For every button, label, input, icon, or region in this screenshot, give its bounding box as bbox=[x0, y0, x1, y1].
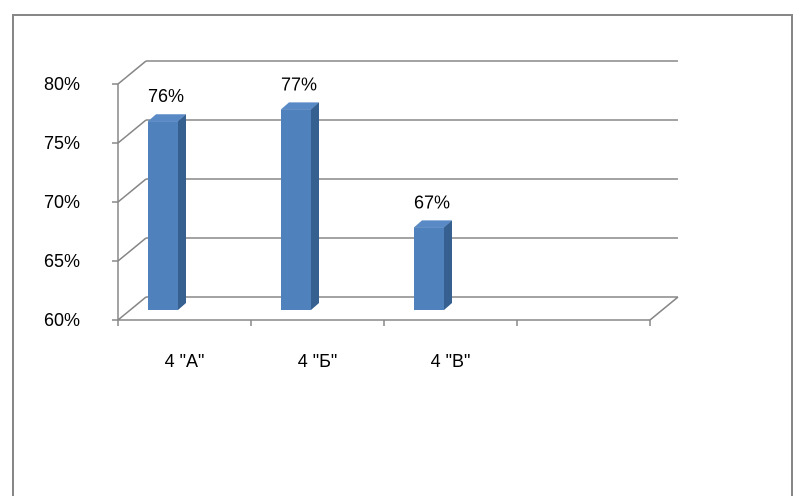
bar-top bbox=[414, 220, 452, 228]
chart-frame bbox=[12, 14, 793, 496]
bar-side bbox=[311, 102, 319, 311]
data-label: 67% bbox=[414, 192, 450, 212]
gridline-diagonal bbox=[117, 178, 147, 203]
y-tick-label: 70% bbox=[44, 192, 80, 212]
y-tick-label: 60% bbox=[44, 310, 80, 330]
y-tick-label: 65% bbox=[44, 251, 80, 271]
floor-edge bbox=[649, 296, 679, 321]
gridline-diagonal bbox=[117, 296, 147, 321]
category-label: 4 "В" bbox=[431, 351, 471, 371]
bar bbox=[414, 227, 444, 310]
data-label: 77% bbox=[281, 74, 317, 94]
bar-side bbox=[444, 220, 452, 310]
category-label: 4 "А" bbox=[165, 351, 205, 371]
gridline-diagonal bbox=[117, 237, 147, 262]
data-label: 76% bbox=[148, 86, 184, 106]
y-tick-label: 80% bbox=[44, 74, 80, 94]
bar bbox=[148, 121, 178, 310]
bar-side bbox=[178, 114, 186, 310]
bar-top bbox=[281, 102, 319, 110]
y-tick-label: 75% bbox=[44, 133, 80, 153]
category-label: 4 "Б" bbox=[298, 351, 338, 371]
bar bbox=[281, 109, 311, 311]
bar-top bbox=[148, 114, 186, 122]
gridline-diagonal bbox=[117, 119, 147, 144]
gridline-diagonal bbox=[117, 60, 147, 85]
